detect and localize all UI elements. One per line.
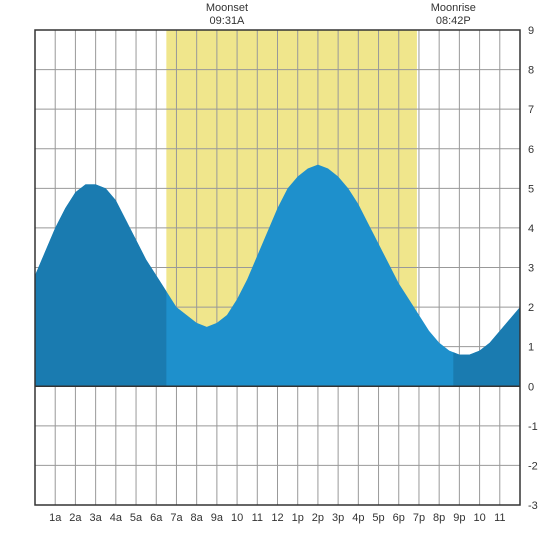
x-tick-label: 11 xyxy=(494,512,505,524)
y-tick-label: -1 xyxy=(528,421,538,433)
x-tick-label: 10 xyxy=(473,512,485,524)
y-tick-label: 7 xyxy=(528,104,534,116)
x-tick-label: 4a xyxy=(110,512,123,524)
moon-event-title: Moonrise xyxy=(423,2,483,15)
tide-chart: -3-2-101234567891a2a3a4a5a6a7a8a9a101112… xyxy=(0,0,550,550)
x-tick-label: 7a xyxy=(170,512,183,524)
x-tick-label: 10 xyxy=(231,512,243,524)
x-tick-label: 8a xyxy=(191,512,204,524)
x-tick-label: 3a xyxy=(90,512,103,524)
x-tick-label: 7p xyxy=(413,512,425,524)
x-tick-label: 11 xyxy=(252,512,263,524)
x-tick-label: 6p xyxy=(393,512,405,524)
x-tick-label: 5p xyxy=(372,512,384,524)
moon-event-time: 09:31A xyxy=(197,15,257,28)
x-tick-label: 3p xyxy=(332,512,344,524)
y-tick-label: 0 xyxy=(528,381,534,393)
x-tick-label: 1p xyxy=(292,512,304,524)
x-tick-label: 6a xyxy=(150,512,163,524)
y-tick-label: 2 xyxy=(528,302,534,314)
x-tick-label: 1a xyxy=(49,512,62,524)
moonrise-label: Moonrise08:42P xyxy=(423,2,483,28)
y-tick-label: 6 xyxy=(528,144,534,156)
y-tick-label: 4 xyxy=(528,223,534,235)
x-tick-label: 2p xyxy=(312,512,324,524)
y-tick-label: 8 xyxy=(528,65,534,77)
y-tick-label: -2 xyxy=(528,460,538,472)
moon-event-time: 08:42P xyxy=(423,15,483,28)
y-tick-label: 9 xyxy=(528,25,534,37)
x-tick-label: 12 xyxy=(271,512,283,524)
x-tick-label: 2a xyxy=(69,512,82,524)
y-tick-label: 5 xyxy=(528,183,534,195)
chart-canvas: -3-2-101234567891a2a3a4a5a6a7a8a9a101112… xyxy=(0,0,550,550)
y-tick-label: -3 xyxy=(528,500,538,512)
x-tick-label: 9a xyxy=(211,512,224,524)
x-tick-label: 8p xyxy=(433,512,445,524)
y-tick-label: 1 xyxy=(528,342,534,354)
moonset-label: Moonset09:31A xyxy=(197,2,257,28)
y-tick-label: 3 xyxy=(528,263,534,275)
moon-event-title: Moonset xyxy=(197,2,257,15)
x-tick-label: 5a xyxy=(130,512,143,524)
x-tick-label: 9p xyxy=(453,512,465,524)
x-tick-label: 4p xyxy=(352,512,364,524)
